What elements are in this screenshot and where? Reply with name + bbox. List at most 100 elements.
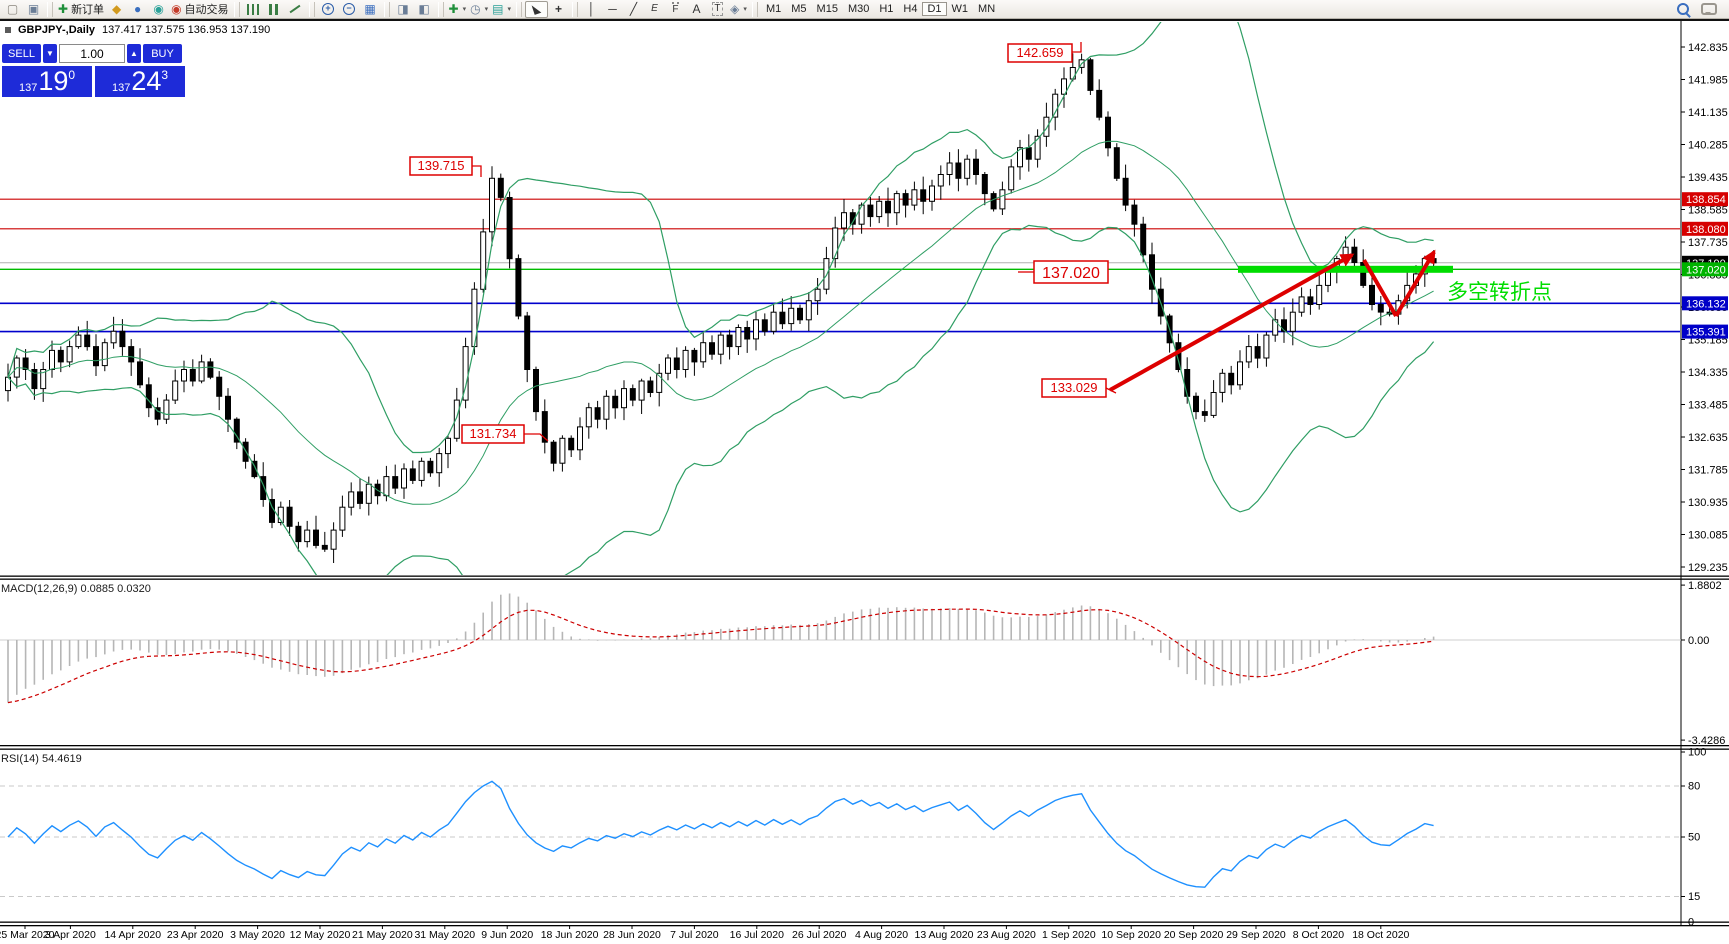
vertical-line-icon: │ (587, 2, 596, 16)
tf-m1[interactable]: M1 (765, 3, 782, 15)
toolbar-separator (383, 1, 390, 17)
svg-text:130.085: 130.085 (1688, 529, 1728, 541)
periods-button[interactable]: ◷ ▾ (468, 1, 490, 18)
vertical-line-tool[interactable]: │ (581, 1, 602, 18)
svg-text:23 Apr 2020: 23 Apr 2020 (167, 929, 224, 941)
preview-icon: ▣ (27, 2, 40, 16)
svg-text:15: 15 (1688, 891, 1700, 903)
svg-text:16 Jul 2020: 16 Jul 2020 (730, 929, 784, 941)
tf-h4[interactable]: H4 (903, 3, 918, 15)
zoom-in-button[interactable]: + (318, 1, 339, 18)
svg-text:141.985: 141.985 (1688, 74, 1728, 86)
sell-pips: 19 (38, 66, 69, 96)
gold-chart-button[interactable]: ◆ (106, 1, 127, 18)
tf-h1[interactable]: H1 (879, 3, 894, 15)
buy-price-box[interactable]: 137 24 3 (95, 66, 185, 97)
svg-text:100: 100 (1688, 747, 1706, 759)
svg-text:25 Mar 2020: 25 Mar 2020 (0, 929, 55, 941)
text-label-tool[interactable]: T (707, 1, 728, 18)
line-chart-button[interactable] (285, 1, 306, 18)
svg-text:31 May 2020: 31 May 2020 (414, 929, 475, 941)
buy-fraction: 3 (161, 68, 169, 82)
print-preview-button[interactable]: ▣ (23, 1, 44, 18)
chevron-down-icon: ▾ (484, 6, 489, 13)
chart-shift-button[interactable]: ◧ (414, 1, 435, 18)
tf-mn[interactable]: MN (978, 3, 996, 15)
bar-chart-button[interactable] (243, 1, 264, 18)
svg-text:-3.4286: -3.4286 (1688, 735, 1725, 747)
svg-text:131.734: 131.734 (470, 426, 517, 441)
line-chart-icon (289, 4, 301, 14)
fibonacci-icon: F (672, 2, 679, 15)
svg-text:13 Aug 2020: 13 Aug 2020 (915, 929, 974, 941)
ohlc-values: 137.417 137.575 136.953 137.190 (102, 24, 271, 36)
auto-trading-icon: ◉ (171, 2, 182, 16)
volume-decrease-button[interactable]: ▼ (43, 44, 57, 63)
candle-chart-button[interactable] (264, 1, 285, 18)
toolbar-separator (437, 1, 444, 17)
chat-icon[interactable] (1701, 3, 1717, 15)
toolbar: ▢ ▣ ✚ 新订单 ◆ ● ◉ ◉ 自动交易 + − ▦ ◨ ◧ ✚ ▾ ◷ ▾ ▤… (0, 0, 1729, 19)
svg-text:多空转折点: 多空转折点 (1447, 281, 1552, 304)
auto-trading-button[interactable]: ◉ 自动交易 (169, 1, 230, 18)
svg-text:9 Jun 2020: 9 Jun 2020 (481, 929, 533, 941)
svg-text:136.132: 136.132 (1686, 298, 1726, 310)
chart-shift-icon: ◧ (418, 2, 430, 16)
crosshair-tool-button[interactable]: + (548, 1, 569, 18)
shapes-icon: ◈ (730, 2, 740, 16)
volume-input[interactable] (59, 44, 125, 63)
search-icon[interactable] (1677, 3, 1689, 15)
svg-text:0.00: 0.00 (1688, 635, 1709, 647)
channel-tool[interactable]: E (644, 1, 665, 18)
indicators-button[interactable]: ✚ ▾ (447, 1, 469, 18)
text-label-icon: T (712, 2, 723, 16)
svg-text:138.080: 138.080 (1686, 224, 1726, 236)
svg-text:142.835: 142.835 (1688, 42, 1728, 54)
community-button[interactable]: ● (127, 1, 148, 18)
svg-text:21 May 2020: 21 May 2020 (352, 929, 413, 941)
window-button[interactable]: ▢ (2, 1, 23, 18)
tile-windows-icon: ▦ (364, 2, 376, 16)
toolbar-separator (515, 1, 522, 17)
toolbar-separator (751, 1, 758, 17)
buy-button[interactable]: BUY (143, 44, 182, 63)
tf-m30[interactable]: M30 (847, 3, 870, 15)
tf-d1[interactable]: D1 (922, 2, 947, 16)
gold-bars-icon: ◆ (111, 2, 122, 16)
fibonacci-tool[interactable]: F (665, 1, 686, 18)
signals-button[interactable]: ◉ (148, 1, 169, 18)
zoom-out-icon: − (343, 3, 356, 15)
trendline-tool[interactable]: ╱ (623, 1, 644, 18)
buy-pips: 24 (131, 66, 162, 96)
tf-m15[interactable]: M15 (816, 3, 838, 15)
svg-text:50: 50 (1688, 832, 1700, 844)
svg-text:26 Jul 2020: 26 Jul 2020 (792, 929, 846, 941)
tf-w1[interactable]: W1 (951, 3, 969, 15)
sell-button[interactable]: SELL (2, 44, 41, 63)
new-order-button[interactable]: ✚ 新订单 (56, 1, 106, 18)
equidistant-channel-icon: E (651, 3, 658, 14)
tile-windows-button[interactable]: ▦ (360, 1, 381, 18)
toolbar-right-group (1677, 3, 1729, 15)
tf-m5[interactable]: M5 (791, 3, 807, 15)
text-icon: A (692, 2, 701, 16)
text-tool[interactable]: A (686, 1, 707, 18)
horizontal-line-tool[interactable]: ─ (602, 1, 623, 18)
cursor-tool-button[interactable] (524, 0, 548, 18)
shapes-tool[interactable]: ◈ ▾ (728, 1, 749, 18)
templates-button[interactable]: ▤ ▾ (490, 1, 513, 18)
zoom-out-button[interactable]: − (339, 1, 360, 18)
svg-text:1.8802: 1.8802 (1688, 580, 1722, 592)
rsi-indicator-label: RSI(14) 54.4619 (1, 753, 82, 765)
auto-scroll-button[interactable]: ◨ (393, 1, 414, 18)
svg-text:14 Apr 2020: 14 Apr 2020 (104, 929, 161, 941)
svg-text:139.435: 139.435 (1688, 172, 1728, 184)
volume-increase-button[interactable]: ▲ (127, 44, 141, 63)
svg-text:80: 80 (1688, 781, 1700, 793)
svg-text:132.635: 132.635 (1688, 432, 1728, 444)
svg-text:138.585: 138.585 (1688, 204, 1728, 216)
sell-price-box[interactable]: 137 19 0 (2, 66, 92, 97)
indicators-icon: ✚ (448, 2, 459, 16)
